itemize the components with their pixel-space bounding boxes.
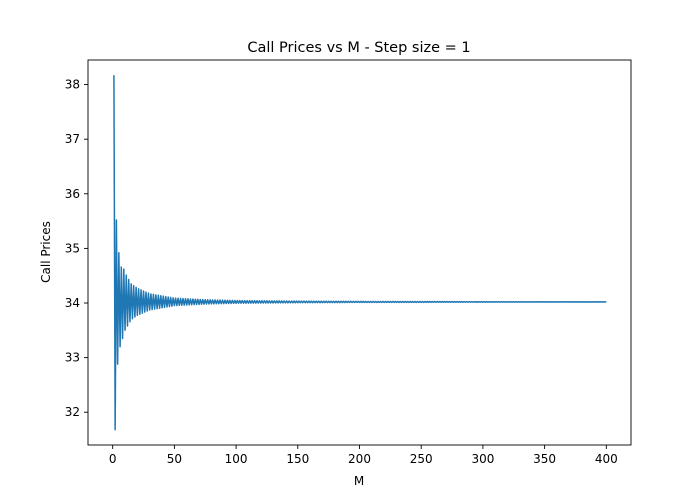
chart-title: Call Prices vs M - Step size = 1 xyxy=(247,40,470,56)
y-axis-title: Call Prices xyxy=(39,221,53,283)
y-tick-label: 34 xyxy=(65,296,80,310)
x-tick-label: 400 xyxy=(595,452,618,466)
y-axis-ticks: 32 33 34 35 36 37 38 xyxy=(65,78,88,419)
y-tick-label: 37 xyxy=(65,132,80,146)
series-line-0 xyxy=(113,75,607,431)
y-tick-label: 33 xyxy=(65,351,80,365)
x-tick-label: 50 xyxy=(167,452,182,466)
y-tick-label: 35 xyxy=(65,241,80,255)
x-tick-label: 300 xyxy=(471,452,494,466)
y-tick-label: 36 xyxy=(65,187,80,201)
x-tick-label: 250 xyxy=(410,452,433,466)
x-tick-label: 350 xyxy=(533,452,556,466)
series-group xyxy=(113,75,607,431)
y-tick-label: 32 xyxy=(65,405,80,419)
x-axis-ticks: 0 50 100 150 200 250 300 350 400 xyxy=(109,445,618,466)
x-tick-label: 150 xyxy=(286,452,309,466)
x-axis-title: M xyxy=(354,474,364,488)
x-tick-label: 200 xyxy=(348,452,371,466)
x-tick-label: 0 xyxy=(109,452,117,466)
y-tick-label: 38 xyxy=(65,78,80,92)
x-tick-label: 100 xyxy=(225,452,248,466)
